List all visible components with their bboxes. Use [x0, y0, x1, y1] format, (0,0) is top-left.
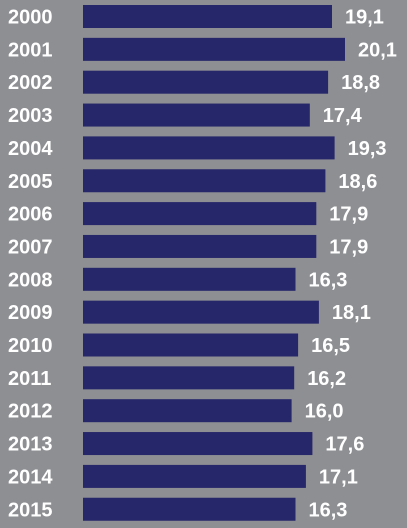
year-label-2007: 2007 [8, 236, 53, 258]
value-label-2011: 16,2 [307, 368, 346, 390]
year-label-2002: 2002 [8, 72, 53, 94]
year-label-2000: 2000 [8, 7, 53, 29]
bar-2015 [83, 497, 296, 521]
bar-2014 [83, 464, 306, 488]
bar-2002 [83, 70, 329, 94]
year-label-2014: 2014 [8, 466, 53, 488]
value-label-2015: 16,3 [309, 499, 348, 521]
year-label-2009: 2009 [8, 302, 53, 324]
value-label-2005: 18,6 [338, 171, 377, 193]
bar-2013 [83, 432, 313, 456]
year-label-2004: 2004 [8, 138, 53, 160]
year-label-2005: 2005 [8, 171, 53, 193]
value-label-2006: 17,9 [329, 204, 368, 226]
value-label-2009: 18,1 [332, 302, 371, 324]
year-label-2013: 2013 [8, 434, 53, 456]
year-label-2010: 2010 [8, 335, 53, 357]
value-label-2014: 17,1 [319, 466, 358, 488]
value-label-2010: 16,5 [311, 335, 350, 357]
value-label-2000: 19,1 [345, 7, 384, 29]
bar-2006 [83, 202, 317, 226]
bar-2012 [83, 399, 292, 423]
bar-2010 [83, 333, 299, 357]
bar-2011 [83, 366, 295, 390]
value-label-2013: 17,6 [325, 434, 364, 456]
year-label-2008: 2008 [8, 269, 53, 291]
bar-2007 [83, 234, 317, 258]
value-label-2007: 17,9 [329, 236, 368, 258]
year-label-2006: 2006 [8, 204, 53, 226]
value-label-2004: 19,3 [348, 138, 387, 160]
year-label-2001: 2001 [8, 39, 53, 61]
bar-2004 [83, 136, 335, 160]
value-label-2001: 20,1 [358, 39, 397, 61]
bar-2003 [83, 103, 310, 127]
year-label-2011: 2011 [8, 368, 51, 390]
value-label-2003: 17,4 [323, 105, 363, 127]
bar-2009 [83, 300, 319, 324]
value-label-2008: 16,3 [309, 269, 348, 291]
year-label-2015: 2015 [8, 499, 53, 521]
value-label-2012: 16,0 [305, 401, 344, 423]
bar-2000 [83, 5, 332, 28]
year-label-2003: 2003 [8, 105, 53, 127]
year-label-2012: 2012 [8, 401, 53, 423]
value-label-2002: 18,8 [341, 72, 380, 94]
bar-2001 [83, 37, 345, 61]
bar-2008 [83, 267, 296, 291]
bar-2005 [83, 169, 326, 193]
